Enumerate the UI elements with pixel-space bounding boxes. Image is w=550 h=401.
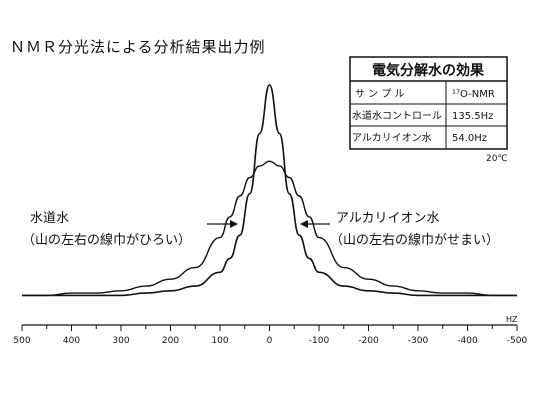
arrow-alkaline-water	[300, 220, 330, 228]
series-label-tap-water: 水道水	[30, 211, 69, 226]
table-row-value: 54.0Hz	[452, 133, 487, 144]
x-unit-label: HZ	[506, 315, 518, 324]
table-row-value: ¹⁷O-NMR	[452, 89, 495, 100]
x-tick-label: -500	[507, 336, 528, 346]
series-label-alkaline-water: アルカリイオン水	[336, 211, 439, 226]
table-row-label: サ ン プ ル	[355, 88, 405, 100]
arrow-tap-water	[207, 220, 238, 228]
x-tick-label: 300	[112, 336, 129, 346]
x-tick-label: 200	[162, 336, 179, 346]
x-tick-label: 0	[267, 336, 273, 346]
series-note-alkaline-water: （山の左右の線巾がせまい）	[330, 232, 499, 248]
x-tick-label: -100	[309, 336, 330, 346]
series-line-1	[22, 84, 517, 297]
chart-title: ＮＭＲ分光法による分析結果出力例	[10, 38, 266, 56]
table-row-label: 水道水コントロール	[352, 109, 442, 122]
results-table: 電気分解水の効果 サ ン プ ル ¹⁷O-NMR 水道水コントロール 135.5…	[349, 56, 508, 150]
series-line-0	[22, 160, 517, 297]
x-tick-label: 400	[63, 336, 80, 346]
table-row-label: アルカリイオン水	[352, 132, 432, 144]
table-title: 電気分解水の効果	[372, 62, 485, 79]
x-tick-label: -300	[408, 336, 429, 346]
x-tick-label: -400	[457, 336, 478, 346]
series-note-tap-water: （山の左右の線巾がひろい）	[22, 232, 191, 248]
x-tick-label: -200	[358, 336, 379, 346]
table-row-value: 135.5Hz	[452, 111, 493, 122]
x-tick-label: 500	[13, 336, 30, 346]
temperature-label: 20℃	[486, 154, 508, 164]
x-tick-label: 100	[211, 336, 228, 346]
